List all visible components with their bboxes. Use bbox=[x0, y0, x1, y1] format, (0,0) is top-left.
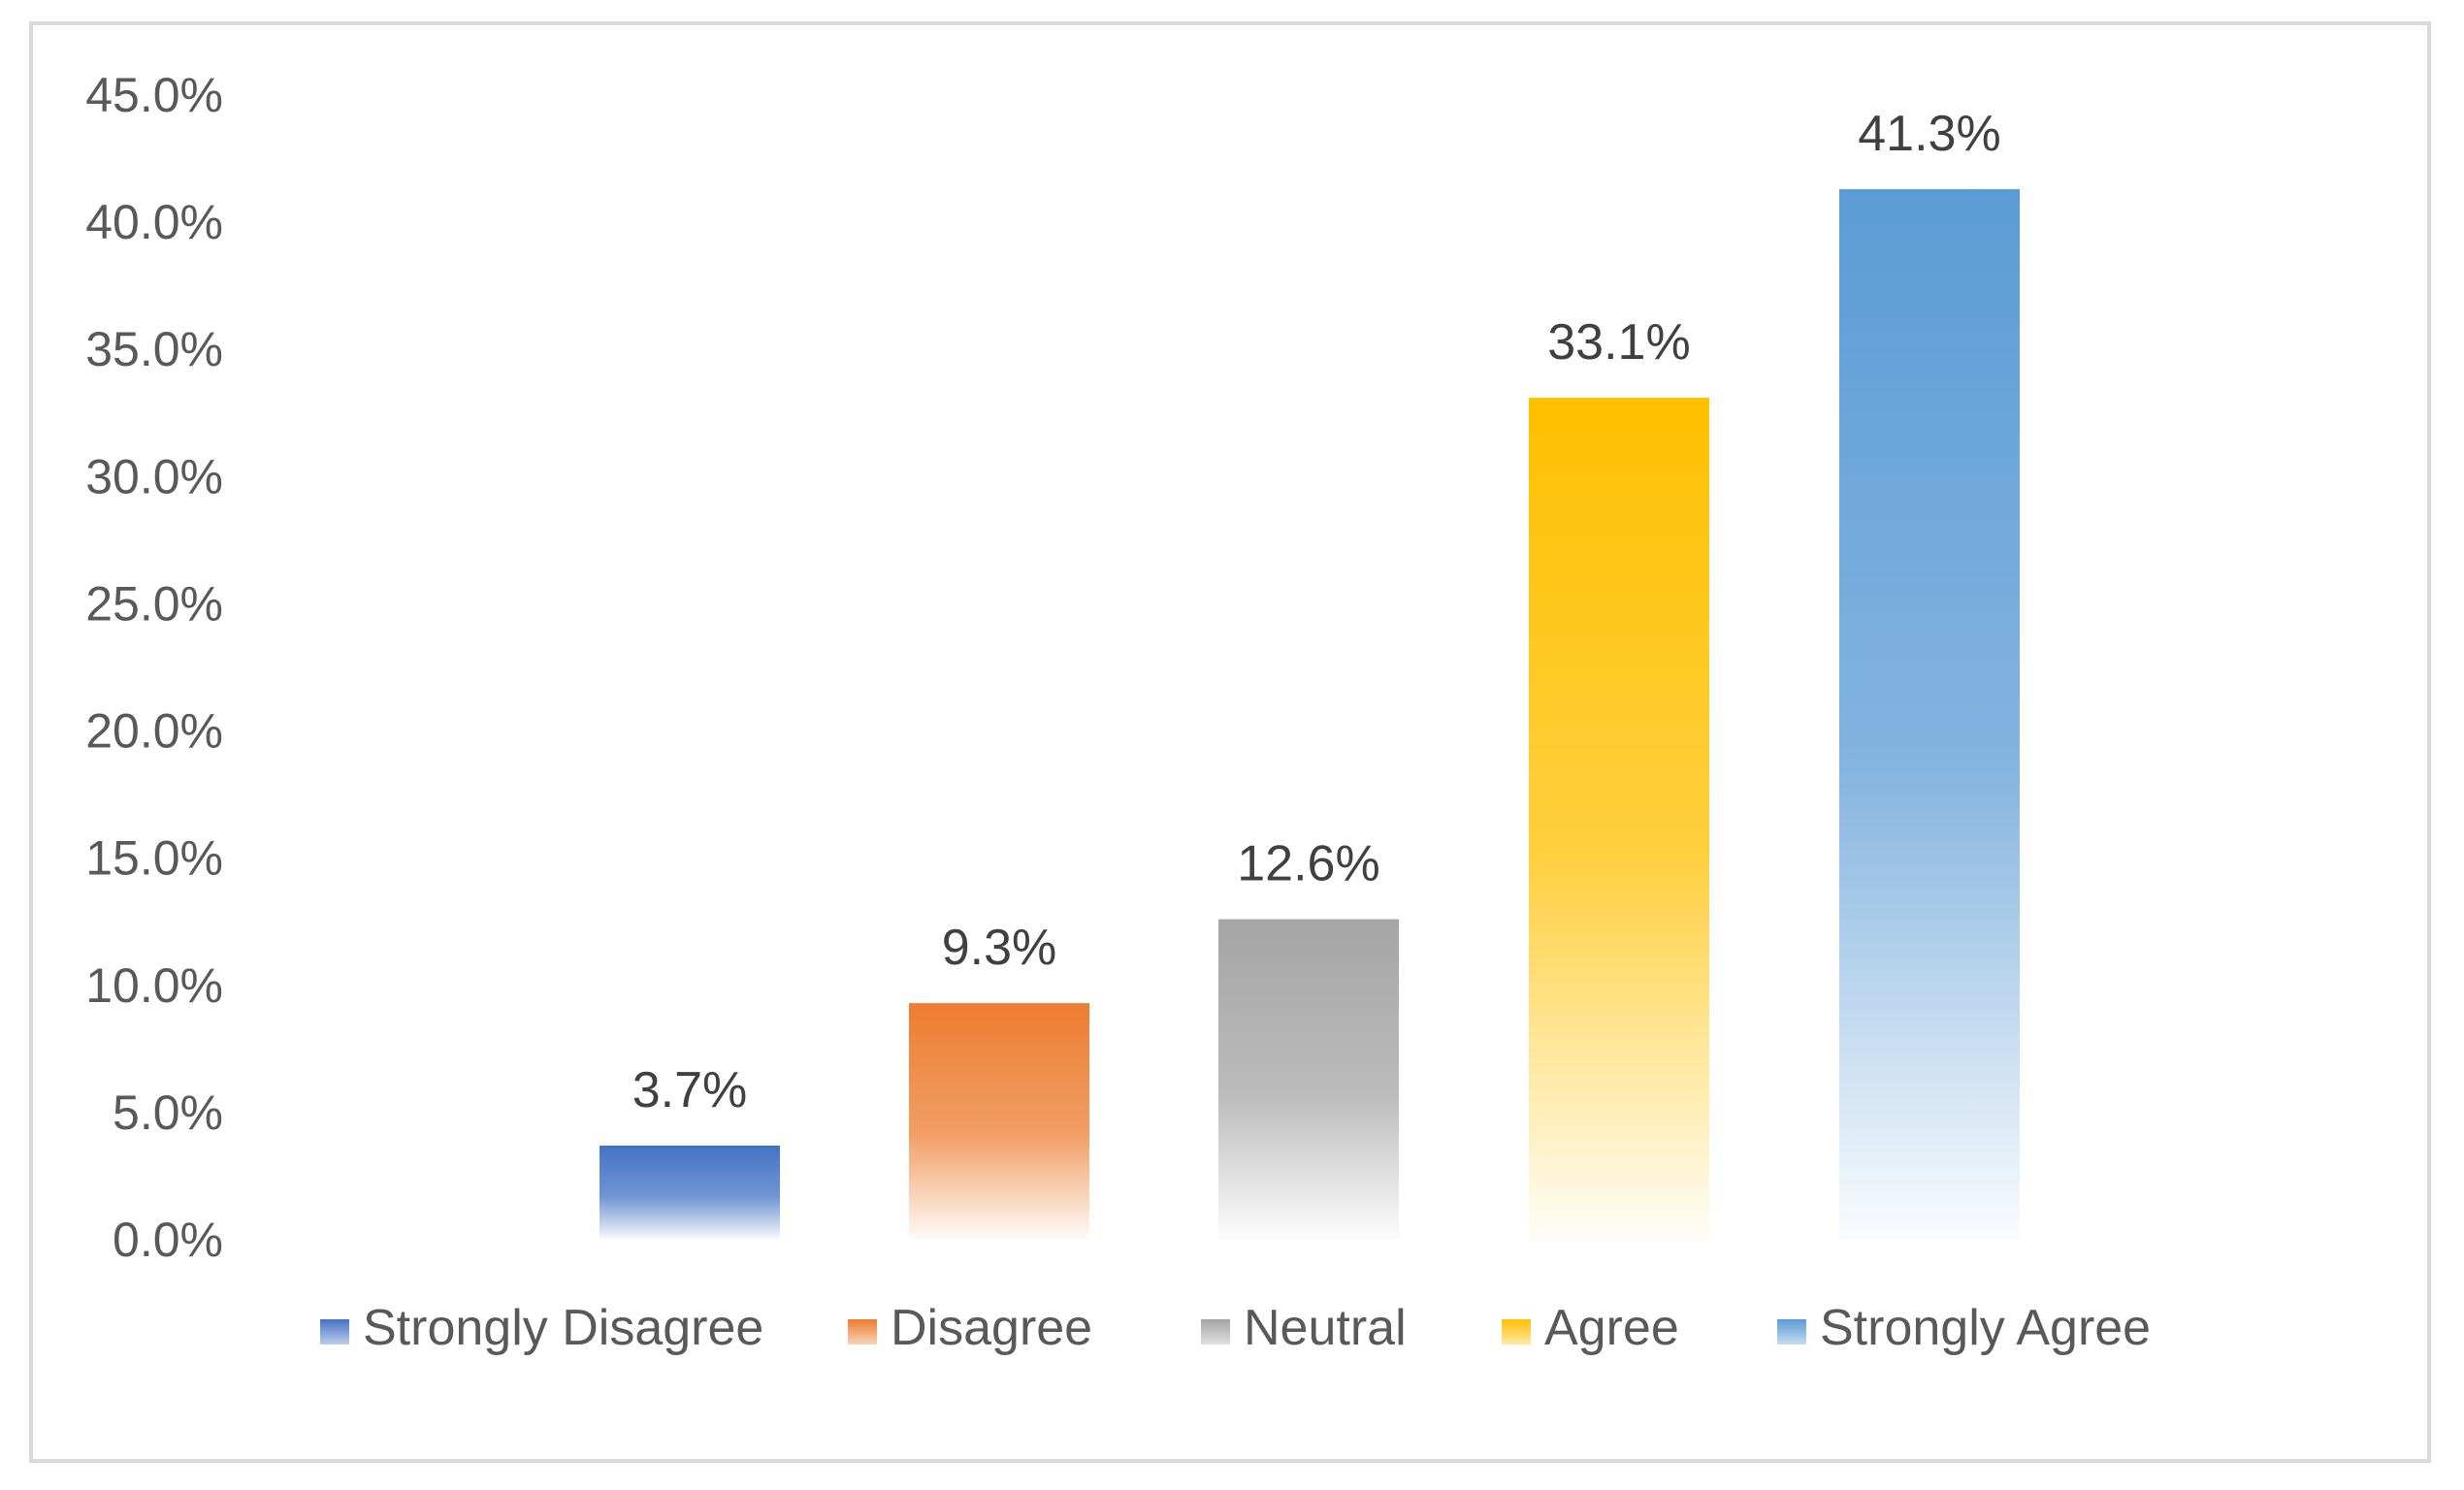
legend-label-strongly-disagree: Strongly Disagree bbox=[363, 1300, 763, 1356]
y-tick-label: 40.0% bbox=[85, 195, 223, 249]
legend-swatch-strongly-disagree bbox=[320, 1319, 349, 1344]
y-axis-tick-labels: 0.0% 5.0% 10.0% 15.0% 20.0% 25.0% 30.0% 35.0% 40… bbox=[85, 68, 223, 1267]
legend-swatch-agree bbox=[1502, 1319, 1531, 1344]
legend-label-strongly-agree: Strongly Agree bbox=[1820, 1300, 2151, 1356]
data-label: 41.3% bbox=[1858, 106, 2000, 162]
y-tick-label: 30.0% bbox=[85, 449, 223, 503]
legend: Strongly Disagree Disagree Neutral Agree Str… bbox=[320, 1300, 2151, 1356]
y-tick-label: 0.0% bbox=[113, 1213, 223, 1267]
bars-group bbox=[600, 189, 2020, 1240]
y-tick-label: 15.0% bbox=[85, 831, 223, 886]
legend-swatch-strongly-agree bbox=[1777, 1319, 1806, 1344]
bar-chart: 0.0% 5.0% 10.0% 15.0% 20.0% 25.0% 30.0% 35.0% 40… bbox=[85, 68, 2151, 1356]
bar-strongly-disagree bbox=[600, 1145, 780, 1240]
legend-label-agree: Agree bbox=[1544, 1300, 1679, 1356]
y-tick-label: 35.0% bbox=[85, 322, 223, 376]
y-tick-label: 45.0% bbox=[85, 68, 223, 122]
data-label: 33.1% bbox=[1547, 314, 1690, 371]
data-labels-group: 3.7% 9.3% 12.6% 33.1% 41.3% bbox=[632, 106, 2001, 1118]
chart-area: 0.0% 5.0% 10.0% 15.0% 20.0% 25.0% 30.0% 35.0% 40… bbox=[29, 21, 2431, 1463]
bar-neutral bbox=[1218, 919, 1399, 1240]
legend-swatch-neutral bbox=[1201, 1319, 1230, 1344]
y-tick-label: 10.0% bbox=[85, 958, 223, 1013]
bar-disagree bbox=[909, 1003, 1089, 1240]
y-tick-label: 20.0% bbox=[85, 704, 223, 759]
data-label: 12.6% bbox=[1237, 836, 1379, 892]
legend-label-neutral: Neutral bbox=[1244, 1300, 1407, 1356]
legend-label-disagree: Disagree bbox=[891, 1300, 1092, 1356]
y-tick-label: 25.0% bbox=[85, 576, 223, 631]
bar-strongly-agree bbox=[1839, 189, 2020, 1240]
data-label: 9.3% bbox=[942, 920, 1057, 976]
legend-swatch-disagree bbox=[848, 1319, 877, 1344]
bar-agree bbox=[1529, 398, 1709, 1240]
data-label: 3.7% bbox=[632, 1062, 748, 1118]
y-tick-label: 5.0% bbox=[113, 1085, 223, 1140]
